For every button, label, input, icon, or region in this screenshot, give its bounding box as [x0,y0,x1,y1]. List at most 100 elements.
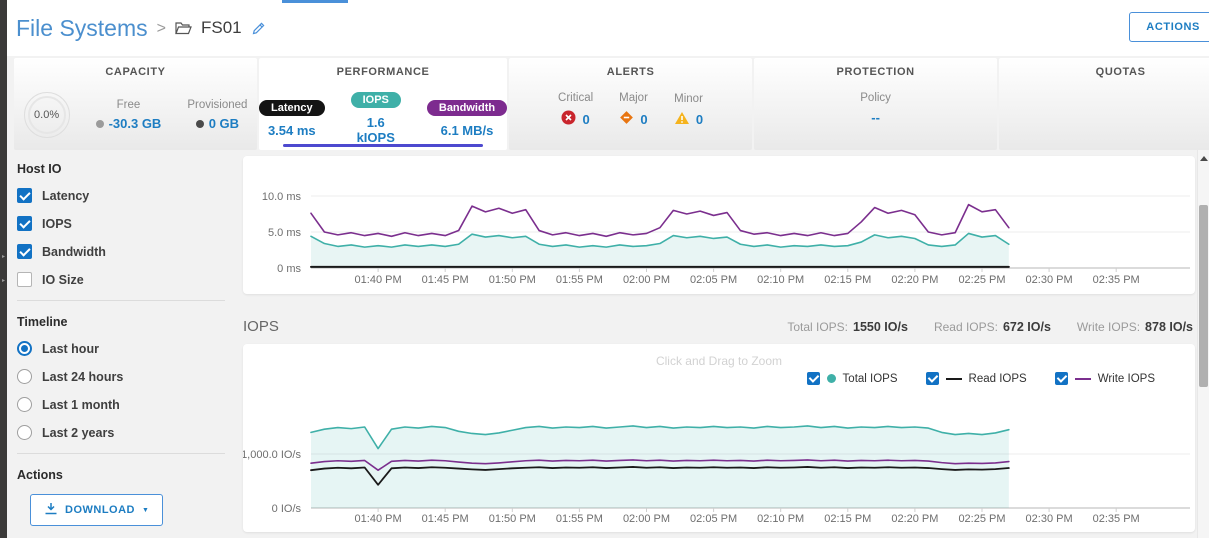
radio-icon [17,425,32,440]
svg-text:02:35 PM: 02:35 PM [1093,513,1140,525]
iops-value: 1.6 kIOPS [351,115,401,145]
bandwidth-pill: Bandwidth [427,100,507,116]
iops-chart-card[interactable]: Click and Drag to Zoom Total IOPS Read I… [243,344,1195,532]
actions-heading: Actions [17,468,243,482]
checkbox-bandwidth[interactable]: Bandwidth [17,244,243,259]
collapsed-nav-rail[interactable]: ▸ ▸ [0,0,7,538]
breadcrumb: File Systems > FS01 [16,15,266,42]
scrollbar-thumb[interactable] [1199,205,1208,387]
svg-text:02:00 PM: 02:00 PM [623,274,670,286]
write-iops-stat-label: Write IOPS: [1077,320,1140,334]
svg-text:02:35 PM: 02:35 PM [1093,274,1140,286]
chevron-right-icon: ▸ [2,254,5,260]
free-dot-icon [96,120,104,128]
read-iops-stat-value: 672 IO/s [1003,320,1051,334]
iops-pill: IOPS [351,92,401,108]
tab-quotas[interactable]: QUOTAS [999,58,1209,150]
bandwidth-value: 6.1 MB/s [441,123,494,138]
policy-label: Policy [860,92,891,104]
page-header: File Systems > FS01 ACTIONS [0,0,1209,56]
checkbox-checked-icon [1055,372,1068,385]
svg-text:02:00 PM: 02:00 PM [623,513,670,525]
svg-text:02:30 PM: 02:30 PM [1026,513,1073,525]
total-iops-marker-icon [827,374,836,383]
charts-column: 0 ms5.0 ms10.0 ms01:40 PM01:45 PM01:50 P… [243,150,1195,538]
latency-value: 3.54 ms [268,123,316,138]
tab-capacity[interactable]: CAPACITY 0.0% Free -30.3 GB Provisioned [14,58,257,150]
svg-text:01:50 PM: 01:50 PM [489,274,536,286]
main-content: Host IO Latency IOPS Bandwidth IO Size T… [0,150,1209,538]
svg-text:01:40 PM: 01:40 PM [355,274,402,286]
svg-text:02:05 PM: 02:05 PM [690,274,737,286]
minor-count: 0 [696,112,703,127]
legend-read-iops-label: Read IOPS [969,373,1027,385]
summary-cards-row: CAPACITY 0.0% Free -30.3 GB Provisioned [0,58,1209,150]
checkbox-checked-icon [17,244,32,259]
page: ▸ ▸ File Systems > FS01 ACTIONS [0,0,1209,538]
read-iops-marker-icon [946,378,962,380]
checkbox-checked-icon [926,372,939,385]
breadcrumb-separator: > [157,18,166,38]
legend-read-iops[interactable]: Read IOPS [926,372,1027,385]
checkbox-checked-icon [17,188,32,203]
timeline-heading: Timeline [17,315,243,329]
major-icon [619,110,634,128]
radio-last-1-month[interactable]: Last 1 month [17,397,243,412]
svg-text:02:15 PM: 02:15 PM [824,274,871,286]
latency-pill: Latency [259,100,325,116]
tab-performance[interactable]: PERFORMANCE Latency 3.54 ms IOPS 1.6 kIO… [259,58,507,150]
svg-text:1,000.0 IO/s: 1,000.0 IO/s [243,449,301,461]
write-iops-marker-icon [1075,378,1091,380]
selected-tab-underline [283,144,483,147]
svg-text:02:20 PM: 02:20 PM [891,513,938,525]
svg-text:02:25 PM: 02:25 PM [958,274,1005,286]
checkbox-iops[interactable]: IOPS [17,216,243,231]
minor-label: Minor [674,93,703,105]
svg-text:02:10 PM: 02:10 PM [757,274,804,286]
divider [17,300,225,301]
radio-icon [17,397,32,412]
radio-last-24-hours[interactable]: Last 24 hours [17,369,243,384]
tab-alerts[interactable]: ALERTS Critical 0 Majo [509,58,752,150]
edit-pencil-icon[interactable] [251,21,266,36]
checkbox-latency[interactable]: Latency [17,188,243,203]
capacity-percent: 0.0% [34,109,59,121]
radio-icon [17,369,32,384]
download-button[interactable]: DOWNLOAD ▼ [30,494,163,526]
legend-write-iops[interactable]: Write IOPS [1055,372,1155,385]
radio-last-2-years[interactable]: Last 2 years [17,425,243,440]
iops-stats: Total IOPS: 1550 IO/s Read IOPS: 672 IO/… [787,320,1195,334]
latency-chart[interactable]: 0 ms5.0 ms10.0 ms01:40 PM01:45 PM01:50 P… [243,156,1195,294]
minor-icon [674,111,690,128]
svg-text:02:20 PM: 02:20 PM [891,274,938,286]
policy-value: -- [871,110,880,125]
total-iops-stat-value: 1550 IO/s [853,320,908,334]
latency-chart-card[interactable]: 0 ms5.0 ms10.0 ms01:40 PM01:45 PM01:50 P… [243,156,1195,294]
alerts-card-title: ALERTS [509,66,752,78]
checkbox-io-size[interactable]: IO Size [17,272,243,287]
write-iops-stat-value: 878 IO/s [1145,320,1193,334]
total-iops-stat-label: Total IOPS: [787,320,848,334]
vertical-scrollbar[interactable] [1197,150,1209,538]
svg-text:02:30 PM: 02:30 PM [1026,274,1073,286]
radio-last-hour[interactable]: Last hour [17,341,243,356]
svg-text:5.0 ms: 5.0 ms [268,227,302,239]
iops-section-title: IOPS [243,318,279,335]
actions-button[interactable]: ACTIONS [1129,12,1209,42]
legend-total-iops[interactable]: Total IOPS [807,372,898,385]
legend-total-iops-label: Total IOPS [843,373,898,385]
breadcrumb-file-systems-link[interactable]: File Systems [16,15,148,42]
chevron-right-icon: ▸ [2,278,5,284]
download-icon [44,502,58,518]
radio-last-24-hours-label: Last 24 hours [42,370,123,384]
tab-protection[interactable]: PROTECTION Policy -- [754,58,997,150]
checkbox-bandwidth-label: Bandwidth [42,245,106,259]
iops-legend: Total IOPS Read IOPS Write IOPS [807,372,1155,385]
radio-last-hour-label: Last hour [42,342,99,356]
critical-icon [561,110,576,128]
scroll-up-arrow-icon[interactable] [1200,156,1208,161]
svg-text:01:50 PM: 01:50 PM [489,513,536,525]
provisioned-value: 0 GB [209,116,239,131]
svg-text:01:45 PM: 01:45 PM [422,274,469,286]
provisioned-label: Provisioned [187,99,247,111]
